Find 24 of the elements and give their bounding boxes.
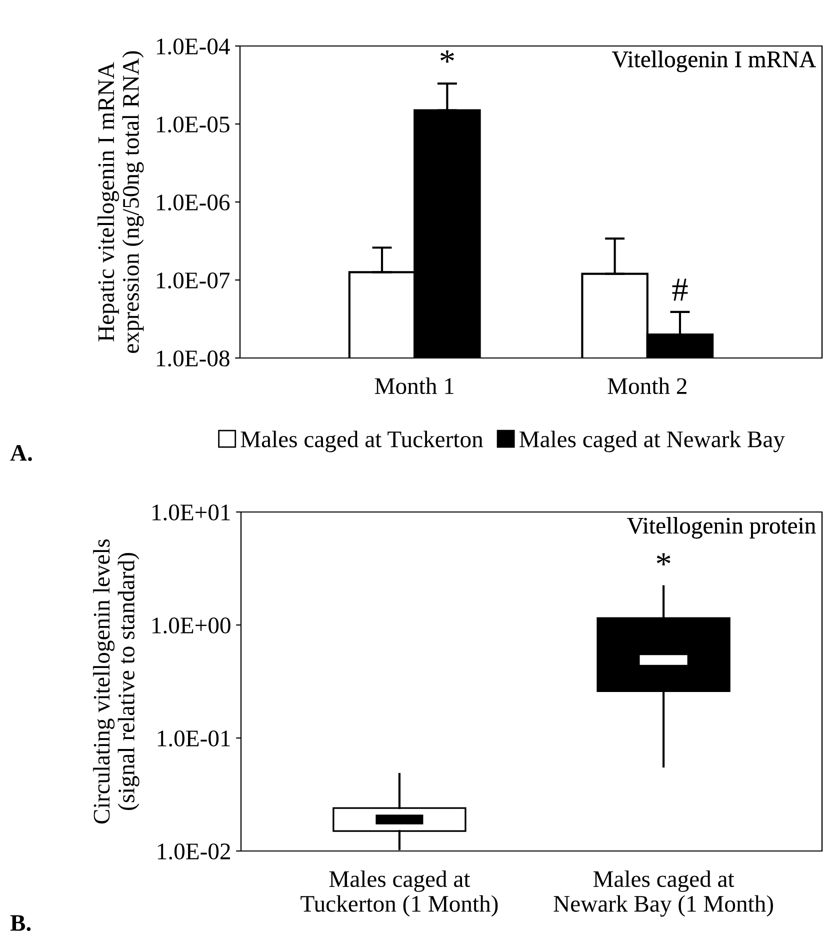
chart-title: Vitellogenin I mRNA [612,50,816,72]
x-tick-label: Month 1 [374,377,454,394]
annotation: * [656,553,670,566]
y-tick-label: 1.0E-07 [156,272,230,289]
y-tick-label: 1.0E-06 [156,194,230,211]
data-label: * [440,50,454,63]
y-tick-label: 1.0E-02 [158,843,230,860]
y-tick-label: 1.0E+00 [152,617,230,634]
y-tick-label: 1.0E-04 [156,38,230,55]
y-tick-label: 1.0E-08 [156,350,230,367]
chart-title: Vitellogenin protein [627,517,816,539]
y-tick-label: 1.0E-01 [158,730,230,747]
text: B. [10,915,31,932]
legend-label: Males caged at Tuckerton [240,430,484,452]
data-label: # [672,278,688,301]
y-tick-label: 1.0E-05 [156,116,230,133]
y-axis-title: Circulating vitellogenin levels (signal relative to standard) [93,539,140,824]
x-tick-label: Males caged at Newark Bay (1 Month) [554,870,773,917]
legend-label: Males caged at Newark Bay [519,430,785,452]
y-tick-label: 1.0E+01 [152,504,230,521]
y-axis-title: Hepatic vitellogenin I mRNA expression (ng/50ng total RNA) [98,51,144,353]
text: A. [10,445,32,462]
x-tick-label: Month 2 [608,377,686,394]
x-tick-label: Males caged at Tuckerton (1 Month) [300,870,498,917]
